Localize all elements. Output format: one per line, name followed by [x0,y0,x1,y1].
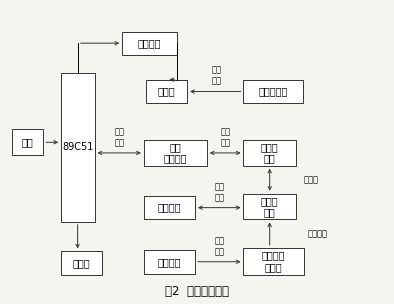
Text: 语音
信号: 语音 信号 [215,183,225,202]
Text: 视频设备: 视频设备 [158,257,181,267]
Bar [243,80,303,103]
Text: 电力线
接口: 电力线 接口 [261,142,279,164]
Text: 音频设备: 音频设备 [158,203,181,212]
Text: 开锁
信号: 开锁 信号 [212,66,222,85]
Bar [144,250,195,274]
Text: 电力线: 电力线 [303,175,318,184]
Bar [61,251,102,275]
Text: 开锁电路: 开锁电路 [138,38,162,48]
Text: 差分
信号: 差分 信号 [220,128,230,147]
Bar [243,140,296,166]
Bar [243,248,304,275]
Text: 电控锁: 电控锁 [158,87,175,96]
Text: 视频
信号: 视频 信号 [215,237,225,256]
Bar [243,194,296,219]
Text: 数字
信号: 数字 信号 [114,128,125,147]
Text: 指纹识别器: 指纹识别器 [258,87,288,96]
Text: 数字
转换电路: 数字 转换电路 [164,142,187,164]
Text: 差分信号: 差分信号 [307,229,327,238]
Text: 图2  门口机结构图: 图2 门口机结构图 [165,285,229,298]
Bar [144,196,195,219]
Text: 视频信号
驱动器: 视频信号 驱动器 [262,250,285,272]
Text: 报警器: 报警器 [73,258,91,268]
Bar [122,32,177,55]
Bar [12,129,43,155]
Text: 键盘: 键盘 [22,137,33,147]
Text: 89C51: 89C51 [62,143,93,152]
Bar [144,140,207,166]
Bar [61,73,95,222]
Bar [146,80,187,103]
Text: 电力线
接口: 电力线 接口 [261,196,279,217]
